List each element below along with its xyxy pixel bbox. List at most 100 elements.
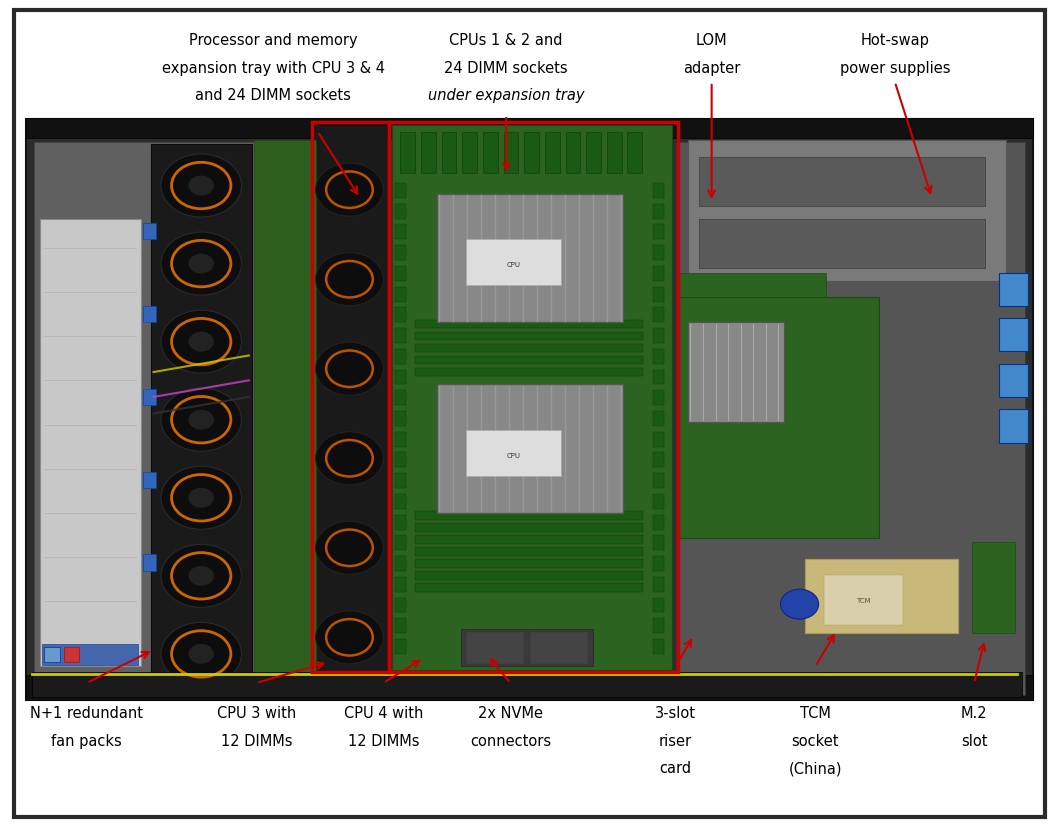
Bar — [415, 332, 643, 341]
Circle shape — [316, 343, 383, 396]
Bar — [395, 287, 406, 302]
Bar — [653, 308, 664, 323]
Circle shape — [780, 590, 819, 619]
Bar — [999, 364, 1028, 397]
Bar — [151, 145, 252, 691]
Circle shape — [161, 623, 241, 686]
Text: TCM: TCM — [856, 597, 870, 604]
Bar — [653, 432, 664, 447]
Bar — [395, 391, 406, 406]
Bar — [143, 389, 156, 406]
Bar — [415, 571, 643, 580]
Bar — [688, 141, 1006, 282]
Circle shape — [189, 644, 214, 664]
Bar — [972, 542, 1015, 633]
Text: connectors: connectors — [470, 733, 551, 748]
Text: riser: riser — [659, 733, 693, 748]
Bar — [466, 633, 524, 664]
Bar — [44, 647, 60, 662]
Bar — [395, 598, 406, 613]
Circle shape — [161, 545, 241, 608]
Text: CPU 4 with: CPU 4 with — [344, 705, 423, 720]
Bar — [395, 308, 406, 323]
Bar — [389, 123, 678, 672]
Circle shape — [189, 411, 214, 431]
Circle shape — [189, 254, 214, 274]
Bar — [437, 195, 623, 323]
Bar — [545, 132, 560, 174]
Bar — [415, 356, 643, 364]
Circle shape — [161, 233, 241, 296]
Text: slot: slot — [961, 733, 988, 748]
Bar — [653, 412, 664, 426]
Bar — [64, 647, 79, 662]
Bar — [421, 132, 436, 174]
Bar — [395, 577, 406, 592]
Bar — [999, 410, 1028, 443]
Bar — [688, 323, 784, 422]
Bar — [395, 184, 406, 199]
Text: CPU 3 with: CPU 3 with — [217, 705, 295, 720]
Bar — [415, 344, 643, 353]
Text: M.2: M.2 — [961, 705, 988, 720]
Bar — [312, 123, 389, 672]
Bar — [26, 120, 1033, 700]
Bar — [653, 515, 664, 530]
Text: and 24 DIMM sockets: and 24 DIMM sockets — [195, 88, 352, 103]
Text: CPU: CPU — [506, 452, 521, 459]
Bar — [34, 142, 272, 696]
Bar — [653, 494, 664, 509]
Bar — [653, 577, 664, 592]
Bar — [566, 132, 580, 174]
Bar — [653, 370, 664, 385]
Text: CPU: CPU — [506, 262, 521, 268]
Text: Processor and memory: Processor and memory — [189, 33, 358, 48]
Text: 12 DIMMs: 12 DIMMs — [347, 733, 419, 748]
Bar — [699, 157, 985, 207]
Bar — [40, 219, 141, 667]
Text: LOM: LOM — [696, 33, 728, 48]
Text: under expansion tray: under expansion tray — [428, 88, 585, 103]
Bar — [653, 184, 664, 199]
Bar — [653, 287, 664, 302]
Bar — [395, 536, 406, 551]
Bar — [143, 555, 156, 571]
Bar — [395, 246, 406, 261]
Bar — [442, 132, 456, 174]
Bar — [392, 126, 672, 671]
Bar — [437, 385, 623, 513]
Bar — [415, 320, 643, 329]
Circle shape — [316, 522, 383, 575]
Circle shape — [316, 253, 383, 306]
Text: power supplies: power supplies — [840, 60, 950, 75]
Bar — [805, 559, 958, 633]
Bar — [415, 536, 643, 544]
Bar — [26, 675, 1033, 700]
Bar — [653, 246, 664, 261]
Bar — [415, 512, 643, 520]
Bar — [415, 560, 643, 568]
Text: Hot-swap: Hot-swap — [860, 33, 930, 48]
Text: expansion tray with CPU 3 & 4: expansion tray with CPU 3 & 4 — [162, 60, 384, 75]
Bar — [395, 205, 406, 219]
Circle shape — [161, 310, 241, 373]
Bar — [999, 273, 1028, 306]
Bar — [143, 306, 156, 323]
Text: socket: socket — [792, 733, 839, 748]
Bar — [699, 219, 985, 269]
Bar — [587, 132, 602, 174]
Bar — [395, 412, 406, 426]
Bar — [678, 273, 826, 298]
Bar — [395, 432, 406, 447]
Bar — [462, 132, 477, 174]
Bar — [395, 474, 406, 489]
Text: adapter: adapter — [683, 60, 740, 75]
Bar — [254, 141, 316, 687]
Bar — [999, 319, 1028, 352]
Bar — [627, 132, 642, 174]
Bar — [395, 515, 406, 530]
Bar — [395, 267, 406, 282]
Bar — [143, 224, 156, 240]
Text: TCM: TCM — [800, 705, 831, 720]
Circle shape — [189, 566, 214, 586]
